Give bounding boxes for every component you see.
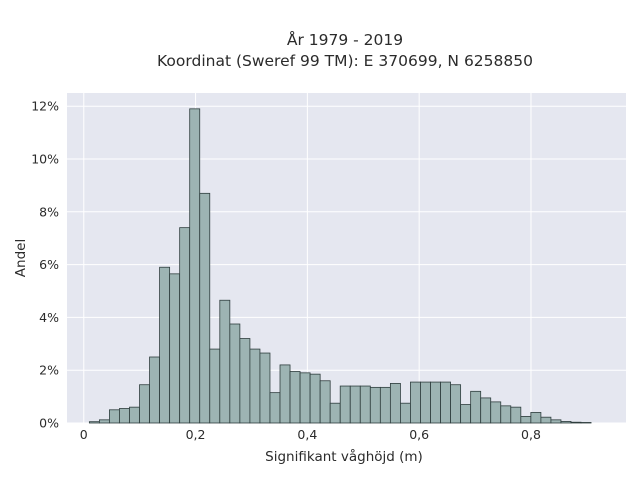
y-tick-label: 2% [39,363,59,378]
histogram-bar [560,421,572,424]
histogram-bar [309,373,321,424]
histogram-bar [480,397,492,424]
histogram-bar [149,356,160,424]
histogram-bar [88,421,100,424]
histogram-bar [98,419,110,424]
histogram-bar [410,381,421,424]
histogram-bar [239,338,251,424]
histogram-bar [379,386,391,424]
histogram-bar [420,381,431,424]
histogram-bar [460,404,472,424]
histogram-bar [199,192,211,424]
histogram-bar [339,385,351,424]
x-axis-label: Signifikant våghöjd (m) [265,448,423,465]
y-tick-label: 4% [39,310,59,325]
y-axis-label: Andel [13,239,29,277]
histogram-bar [400,402,411,424]
histogram-bar [540,416,552,424]
histogram-bar [179,227,191,424]
y-tick-label: 0% [39,416,59,431]
histogram-bar [500,405,512,424]
chart-title-line1: År 1979 - 2019 [287,30,403,49]
chart-title-line2: Koordinat (Sweref 99 TM): E 370699, N 62… [157,52,533,70]
histogram-bar [440,381,451,424]
y-tick-label: 8% [39,204,59,219]
histogram-bar [139,384,150,424]
histogram-bar [389,382,401,424]
histogram-bar [319,380,331,424]
histogram-bar [229,323,241,424]
histogram-bar [299,372,311,424]
histogram-bar [329,402,341,424]
y-tick-label: 10% [31,152,59,167]
histogram-bar [169,273,181,424]
histogram-bar [580,422,592,424]
histogram-bar [159,266,171,424]
histogram-bar [269,392,281,424]
histogram-bar [119,408,130,424]
histogram-bar [570,421,582,424]
histogram-bar [209,348,221,424]
histogram-bar [490,401,502,424]
histogram-bar [359,385,371,424]
x-tick-label: 0,2 [186,427,206,442]
histogram-bar [470,390,482,424]
histogram-bar [259,352,271,424]
histogram-bar [219,299,231,424]
histogram-bar [550,419,562,424]
x-tick-label: 0 [80,427,88,442]
histogram-bar [450,384,462,424]
histogram-bar [369,386,381,424]
x-tick-label: 0,4 [297,427,317,442]
y-tick-label: 12% [31,99,59,114]
x-tick-label: 0,6 [409,427,429,442]
histogram-bar [189,108,201,424]
tick-labels: 0% 2% 4% 6% 8% 10% 12% 0 0,2 0,4 0,6 0,8 [31,99,541,442]
histogram-bar [530,412,542,424]
histogram-bar [430,381,441,424]
histogram-bar [349,385,361,424]
y-tick-label: 6% [39,257,59,272]
histogram-bar [109,409,120,424]
x-tick-label: 0,8 [521,427,541,442]
histogram-bar [510,406,522,424]
bars [88,108,592,424]
histogram-bar [249,348,261,424]
histogram-bar [129,406,140,424]
histogram-bar [279,364,291,424]
histogram-bar [289,371,301,424]
histogram-bar [520,415,532,424]
